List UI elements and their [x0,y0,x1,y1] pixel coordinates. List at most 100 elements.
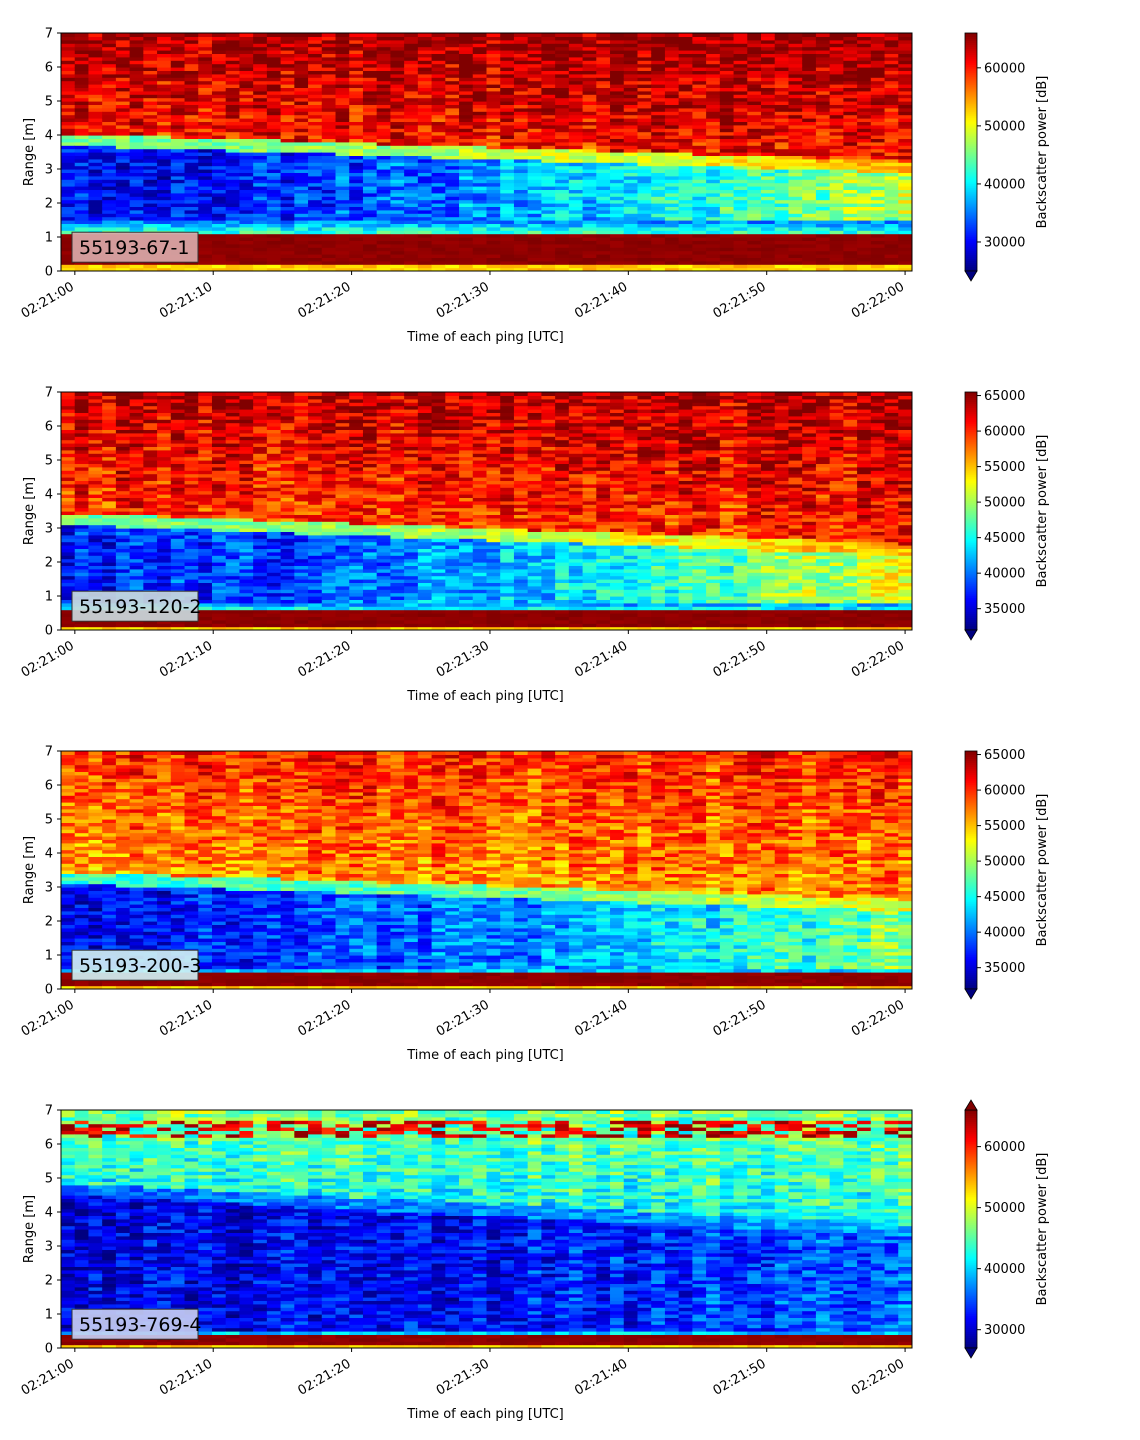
heatmap-cell [487,176,501,180]
heatmap-cell [75,33,89,37]
heatmap-cell [239,210,253,214]
heatmap-cell [308,149,322,153]
heatmap-cell [267,227,281,231]
heatmap-cell [308,142,322,146]
heatmap-cell [404,132,418,136]
heatmap-cell [281,227,295,231]
heatmap-cell [871,234,885,238]
heatmap-cell [830,149,844,153]
heatmap-cell [377,166,391,170]
heatmap-cell [610,244,624,248]
heatmap-cell [871,200,885,204]
heatmap-cell [555,166,569,170]
heatmap-cell [692,244,706,248]
colorbar-tick-label: 30000 [984,235,1025,250]
heatmap-cell [541,244,555,248]
heatmap-cell [322,227,336,231]
heatmap-cell [185,149,199,153]
heatmap-cell [130,470,144,474]
heatmap-cell [775,166,789,170]
heatmap-cell [61,402,75,406]
heatmap-cell [761,166,775,170]
heatmap-cell [294,251,308,255]
heatmap-cell [198,193,212,197]
heatmap-cell [157,132,171,136]
heatmap-cell [871,210,885,214]
heatmap-cell [885,193,899,197]
heatmap-cell [75,183,89,187]
heatmap-cell [720,210,734,214]
heatmap-cell [322,200,336,204]
heatmap-cell [363,210,377,214]
heatmap-cell [116,470,130,474]
heatmap-cell [88,210,102,214]
x-tick-label: 02:21:00 [19,279,77,321]
heatmap-cell [322,142,336,146]
heatmap-cell [253,149,267,153]
heatmap-cell [377,210,391,214]
heatmap-cell [775,251,789,255]
heatmap-cell [102,33,116,37]
heatmap-cell [281,176,295,180]
heatmap-cell [267,132,281,136]
heatmap-cell [788,193,802,197]
heatmap-cell [349,234,363,238]
heatmap-cell [514,244,528,248]
heatmap-cell [75,453,89,457]
heatmap-cell [171,200,185,204]
heatmap-cell [720,142,734,146]
heatmap-cell [528,234,542,238]
heatmap-cell [830,234,844,238]
heatmap-cell [692,33,706,37]
heatmap-cell [198,251,212,255]
heatmap-cell [596,200,610,204]
heatmap-cell [143,166,157,170]
heatmap-cell [294,234,308,238]
heatmap-cell [294,200,308,204]
heatmap-cell [308,200,322,204]
heatmap-cell [61,176,75,180]
heatmap-cell [816,244,830,248]
heatmap-cell [212,200,226,204]
heatmap-cell [363,251,377,255]
heatmap-cell [75,504,89,508]
heatmap-cell [514,264,528,268]
heatmap-cell [610,142,624,146]
heatmap-cell [857,183,871,187]
heatmap-cell [788,200,802,204]
heatmap-cell [185,142,199,146]
heatmap-cell [61,217,75,221]
heatmap-cell [775,227,789,231]
heatmap-cell [734,217,748,221]
heatmap-cell [706,234,720,238]
heatmap-cell [487,149,501,153]
heatmap-cell [541,210,555,214]
heatmap-cell [336,193,350,197]
heatmap-cell [336,149,350,153]
heatmap-cell [185,33,199,37]
y-tick-label: 6 [45,61,53,76]
heatmap-cell [226,159,240,163]
heatmap-cell [720,132,734,136]
heatmap-cell [267,142,281,146]
heatmap-cell [637,193,651,197]
heatmap-cell [500,142,514,146]
heatmap-cell [569,183,583,187]
heatmap-cell [871,166,885,170]
heatmap-cell [761,149,775,153]
heatmap-cell [637,234,651,238]
heatmap-cell [239,200,253,204]
heatmap-cell [88,487,102,491]
heatmap-cell [308,234,322,238]
y-tick-label: 4 [45,129,53,144]
heatmap-cell [720,159,734,163]
heatmap-cell [679,142,693,146]
heatmap-cell [404,264,418,268]
heatmap-cell [130,200,144,204]
heatmap-cell [747,200,761,204]
heatmap-cell [898,251,912,255]
heatmap-cell [898,244,912,248]
heatmap-cell [75,419,89,423]
heatmap-cell [747,142,761,146]
heatmap-cell [541,264,555,268]
